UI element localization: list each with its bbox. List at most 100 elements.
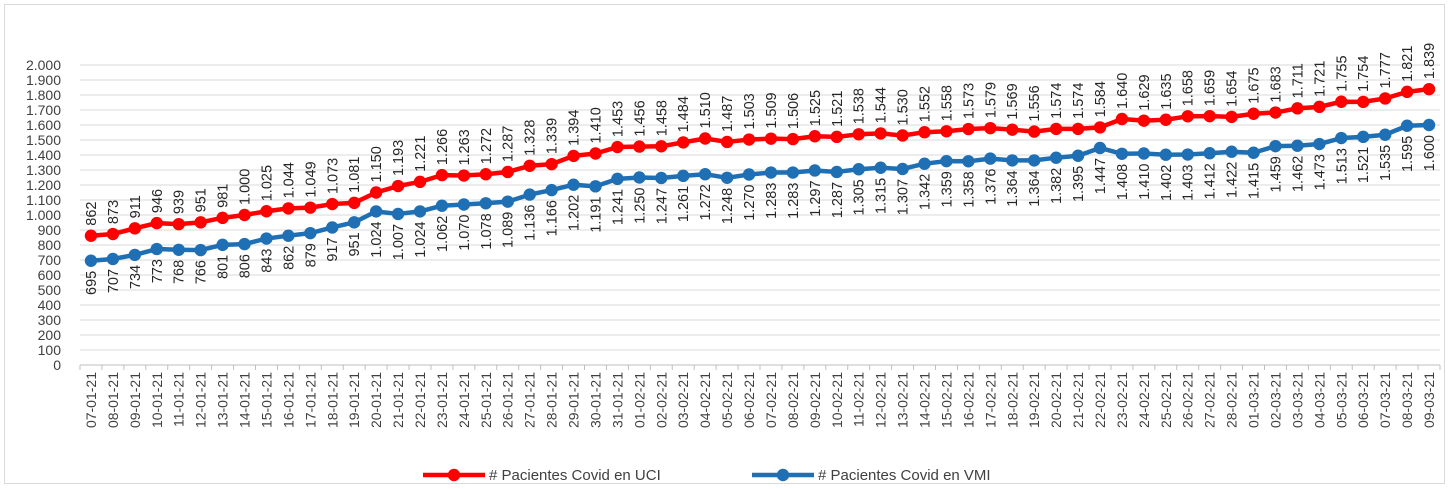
- y-tick-label: 1.700: [26, 102, 61, 118]
- data-label: 1.150: [369, 146, 385, 182]
- data-point: [150, 216, 163, 230]
- data-label: 1.459: [1268, 156, 1284, 192]
- data-point: [501, 165, 514, 179]
- data-point: [1181, 148, 1194, 161]
- data-point: [698, 132, 712, 145]
- data-label: 1.513: [1334, 148, 1350, 184]
- data-label: 1.510: [698, 92, 714, 128]
- data-label: 1.261: [676, 186, 692, 222]
- data-label: 1.410: [588, 107, 604, 143]
- data-label: 1.089: [501, 212, 517, 248]
- gridlines: [80, 64, 1440, 366]
- data-point: [84, 229, 98, 242]
- data-point: [896, 162, 909, 176]
- data-point: [764, 132, 778, 145]
- y-tick-label: 400: [38, 297, 62, 313]
- x-tick-label: 06-02-21: [741, 372, 757, 428]
- data-label: 1.422: [1225, 162, 1241, 198]
- data-label: 1.250: [632, 188, 648, 224]
- x-tick-label: 08-03-21: [1399, 372, 1415, 428]
- data-label: 1.272: [479, 128, 495, 164]
- data-point: [106, 227, 120, 241]
- data-label: 1.640: [1115, 73, 1131, 109]
- x-tick-label: 27-01-21: [522, 372, 538, 428]
- data-point: [1269, 139, 1282, 153]
- x-tick-label: 06-03-21: [1355, 372, 1371, 428]
- data-label: 1.328: [523, 120, 539, 156]
- data-label: 1.364: [1005, 170, 1021, 206]
- y-tick-label: 900: [38, 222, 62, 238]
- x-tick-label: 25-01-21: [478, 372, 494, 428]
- data-label: 1.307: [896, 179, 912, 215]
- x-tick-label: 15-01-21: [258, 372, 274, 428]
- x-tick-label: 11-01-21: [171, 372, 187, 427]
- data-label: 1.659: [1203, 70, 1219, 106]
- data-label: 1.595: [1400, 136, 1416, 172]
- data-point: [172, 217, 185, 231]
- data-point: [1071, 122, 1085, 136]
- x-tick-label: 29-01-21: [566, 372, 582, 428]
- x-tick-label: 25-02-21: [1158, 372, 1174, 428]
- y-tick-label: 1.200: [26, 177, 61, 193]
- data-point: [1335, 95, 1348, 108]
- data-point: [172, 243, 185, 256]
- data-point: [720, 171, 734, 184]
- data-point: [304, 226, 317, 240]
- data-label: 843: [259, 249, 275, 273]
- x-tick-label: 07-02-21: [763, 372, 779, 428]
- data-point: [896, 129, 909, 142]
- data-point: [523, 188, 536, 201]
- data-label: 1.070: [457, 215, 473, 251]
- x-tick-label: 20-01-21: [368, 372, 384, 428]
- x-tick-label: 22-01-21: [412, 372, 428, 428]
- data-point: [1247, 107, 1260, 120]
- x-tick-label: 12-02-21: [873, 372, 889, 428]
- y-tick-label: 600: [38, 267, 62, 283]
- data-label: 1.283: [786, 183, 802, 219]
- data-point: [1006, 154, 1019, 167]
- data-label: 1.574: [1071, 83, 1087, 119]
- data-point: [611, 172, 624, 186]
- data-label: 1.473: [1312, 154, 1328, 190]
- data-label: 1.456: [632, 100, 648, 136]
- x-tick-label: 08-02-21: [785, 372, 801, 428]
- data-label: 862: [84, 201, 100, 225]
- data-label: 1.025: [259, 165, 275, 201]
- data-label: 1.358: [961, 171, 977, 207]
- data-label: 1.007: [391, 224, 407, 260]
- x-tick-label: 16-02-21: [960, 372, 976, 428]
- data-label: 1.552: [918, 86, 934, 122]
- data-point: [940, 154, 953, 168]
- data-point: [874, 127, 887, 140]
- x-tick-label: 15-02-21: [938, 372, 954, 428]
- data-label: 768: [172, 260, 188, 284]
- data-label: 1.408: [1115, 164, 1131, 200]
- x-tick-label: 11-02-21: [851, 372, 867, 427]
- data-point: [1093, 121, 1107, 134]
- x-tick-label: 23-01-21: [434, 372, 450, 428]
- data-label: 862: [281, 246, 297, 270]
- data-point: [589, 180, 602, 193]
- data-point: [1137, 147, 1151, 160]
- x-tick-label: 19-01-21: [346, 372, 362, 428]
- data-label: 1.509: [764, 92, 780, 128]
- data-point: [1049, 122, 1063, 136]
- x-tick-label: 05-03-21: [1333, 372, 1349, 428]
- data-point: [501, 195, 514, 208]
- data-label: 1.506: [786, 93, 802, 129]
- x-tick-label: 05-02-21: [719, 372, 735, 428]
- data-label: 1.266: [435, 129, 451, 165]
- x-tick-label: 26-02-21: [1180, 372, 1196, 428]
- data-point: [742, 133, 756, 146]
- data-point: [1203, 109, 1216, 123]
- data-label: 879: [303, 243, 319, 267]
- data-label: 911: [128, 195, 144, 218]
- data-point: [1027, 154, 1041, 167]
- data-label: 1.458: [654, 100, 670, 136]
- data-point: [830, 130, 843, 144]
- data-point: [1071, 149, 1085, 162]
- data-label: 695: [84, 271, 100, 295]
- data-point: [655, 171, 668, 185]
- data-label: 1.453: [610, 101, 626, 137]
- x-tick-label: 19-02-21: [1026, 372, 1042, 428]
